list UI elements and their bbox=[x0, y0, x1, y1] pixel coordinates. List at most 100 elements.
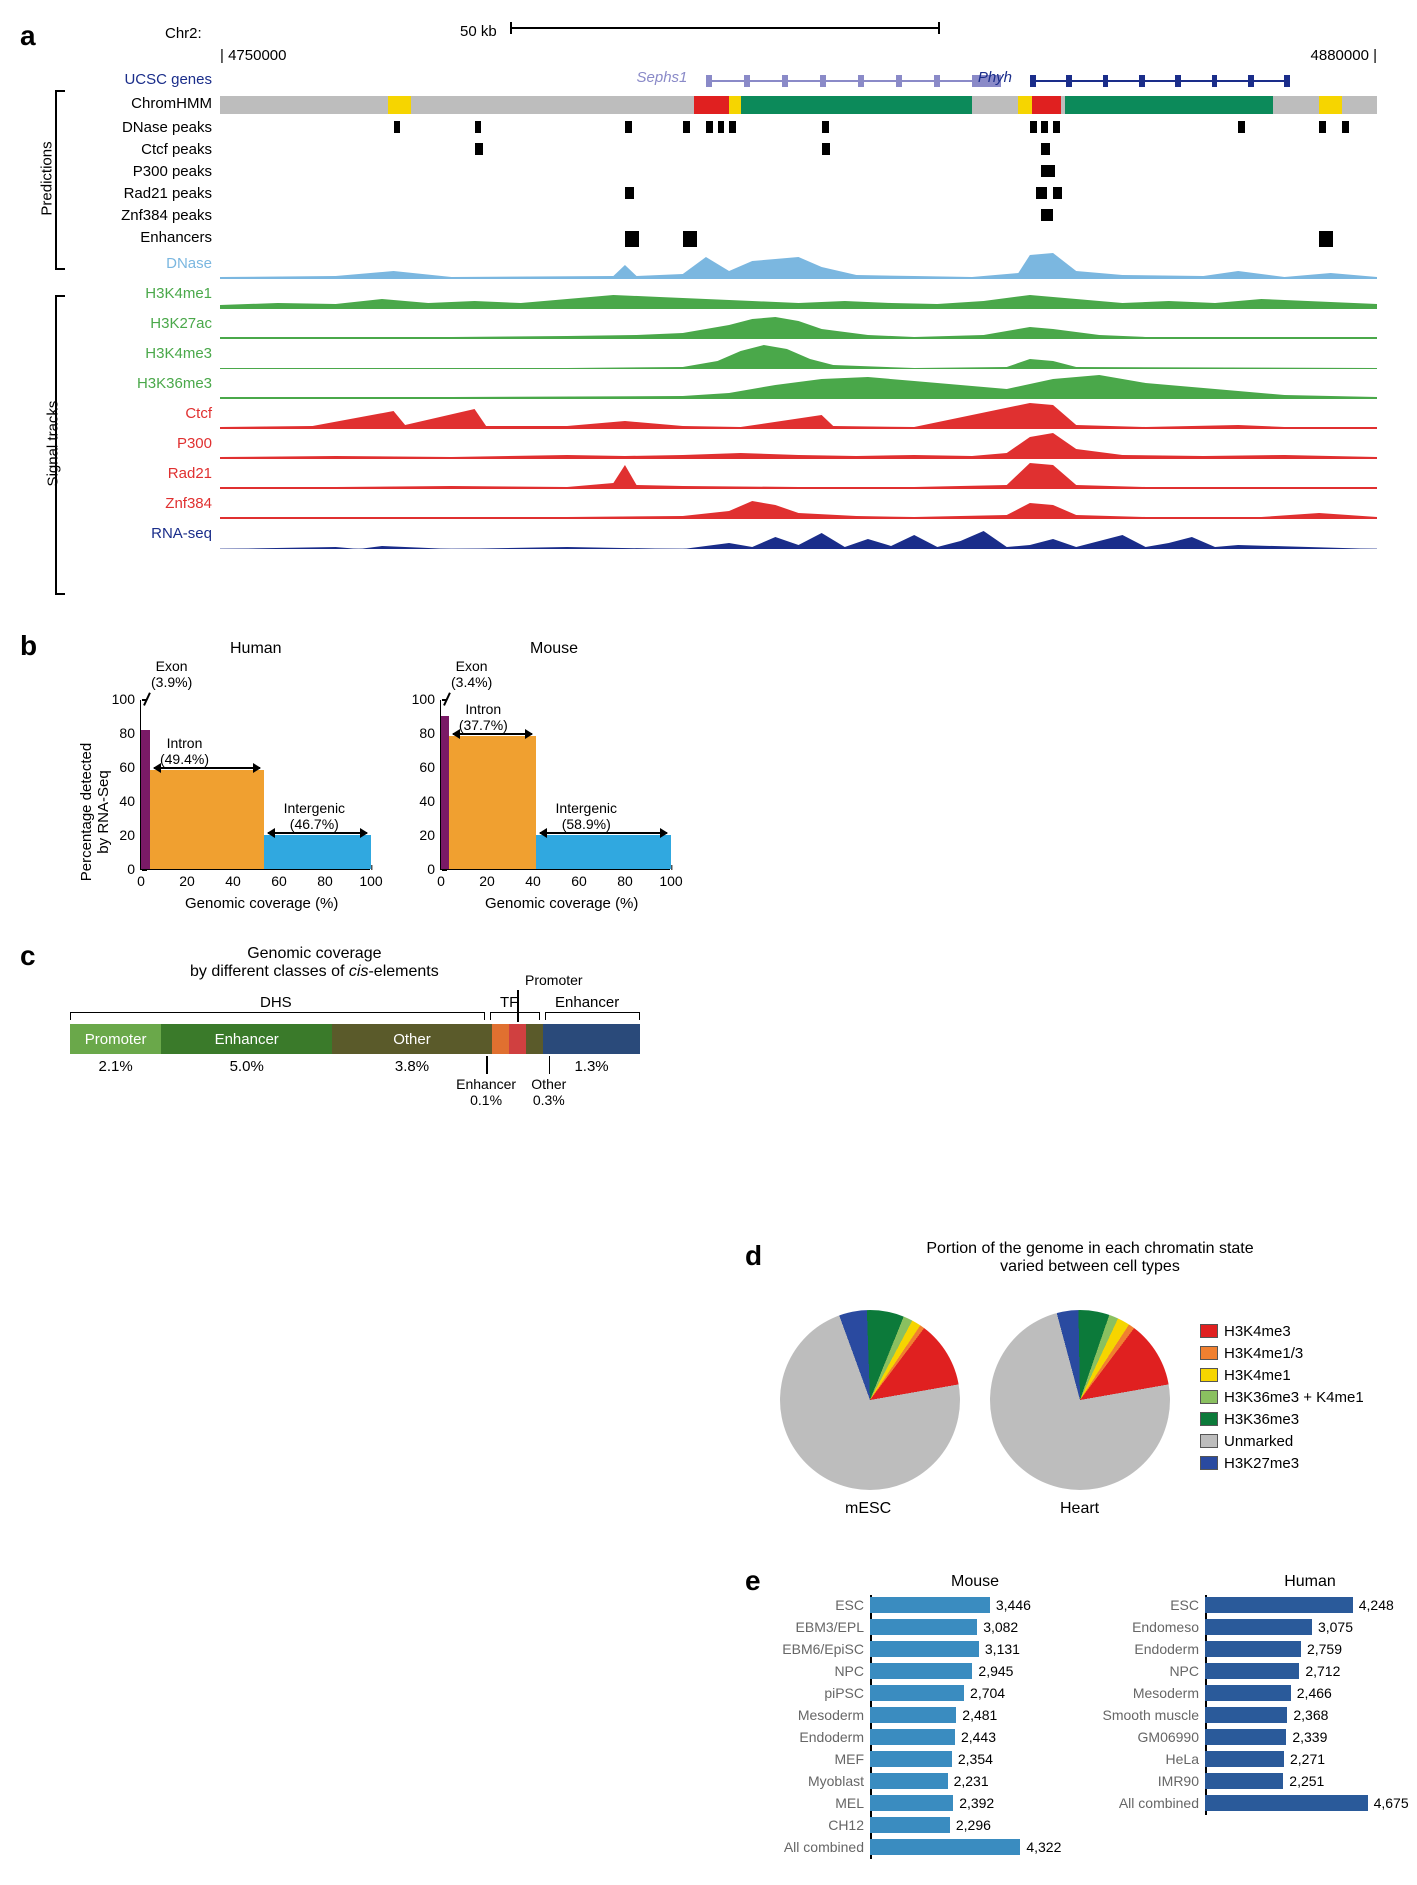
hbar-label: ESC bbox=[835, 1597, 870, 1613]
peak-track bbox=[220, 121, 1377, 137]
pie-heart bbox=[990, 1310, 1170, 1490]
hbar-row: Endoderm2,759 bbox=[1205, 1639, 1415, 1659]
chart-mouse: Mouse 020406080100020406080100Exon(3.4%)… bbox=[440, 700, 670, 870]
hbar-value: 2,231 bbox=[948, 1773, 989, 1789]
legend-item: H3K4me3 bbox=[1200, 1320, 1364, 1342]
panel-c-title: Genomic coverageby different classes of … bbox=[190, 945, 439, 981]
hbar-human-title: Human bbox=[1205, 1573, 1415, 1591]
panel-d-label: d bbox=[745, 1240, 762, 1272]
hbar-row: MEL2,392 bbox=[870, 1793, 1080, 1813]
hbar-row: ESC4,248 bbox=[1205, 1595, 1415, 1615]
seg-enhancer: Enhancer bbox=[161, 1024, 332, 1054]
chromhmm-track bbox=[220, 96, 1377, 114]
signal-label: H3K27ac bbox=[150, 315, 220, 332]
hbar-bar bbox=[870, 1751, 952, 1767]
lower-panels: b Percentage detectedby RNA-Seq Human 02… bbox=[40, 620, 1387, 1130]
seg-tf-promoter bbox=[509, 1024, 526, 1054]
signal-row-rad21: Rad21 bbox=[220, 459, 1377, 489]
hbar-label: EBM3/EPL bbox=[796, 1619, 870, 1635]
hbar-bar bbox=[1205, 1751, 1284, 1767]
label-chromhmm: ChromHMM bbox=[131, 95, 220, 112]
panel-a: a Predictions Signal tracks Chr2: 50 kb … bbox=[40, 20, 1387, 620]
legend-item: H3K4me1 bbox=[1200, 1364, 1364, 1386]
label-peak: Ctcf peaks bbox=[141, 141, 220, 158]
hbar-label: Mesoderm bbox=[798, 1707, 870, 1723]
hbar-label: Endoderm bbox=[799, 1729, 870, 1745]
hbar-row: All combined4,322 bbox=[870, 1837, 1080, 1857]
bar-exon bbox=[141, 730, 150, 869]
panel-d-title: Portion of the genome in each chromatin … bbox=[840, 1240, 1340, 1276]
hbar-row: CH122,296 bbox=[870, 1815, 1080, 1835]
row-dnase-peaks: DNase peaks bbox=[220, 117, 1377, 139]
hbar-value: 2,466 bbox=[1291, 1685, 1332, 1701]
signal-label: Znf384 bbox=[165, 495, 220, 512]
hbar-value: 3,075 bbox=[1312, 1619, 1353, 1635]
gene-label: Phyh bbox=[978, 69, 1012, 86]
panel-e: e Mouse ESC3,446EBM3/EPL3,082EBM6/EpiSC3… bbox=[760, 1565, 1417, 1885]
hbar-bar bbox=[1205, 1641, 1301, 1657]
hbar-mouse-title: Mouse bbox=[870, 1573, 1080, 1591]
hbar-row: ESC3,446 bbox=[870, 1595, 1080, 1615]
hbar-bar bbox=[870, 1641, 979, 1657]
peak-track bbox=[220, 187, 1377, 203]
signal-label: H3K36me3 bbox=[137, 375, 220, 392]
signal-label: H3K4me3 bbox=[145, 345, 220, 362]
stack-bar: PromoterEnhancerOther bbox=[70, 1024, 640, 1054]
signal-row-h3k27ac: H3K27ac bbox=[220, 309, 1377, 339]
coord-row: Chr2: 50 kb bbox=[220, 25, 1377, 47]
signal-row-dnase: DNase bbox=[220, 249, 1377, 279]
signal-label: Rad21 bbox=[168, 465, 220, 482]
hbar-row: NPC2,945 bbox=[870, 1661, 1080, 1681]
hbar-value: 2,443 bbox=[955, 1729, 996, 1745]
hbar-label: Myoblast bbox=[808, 1773, 870, 1789]
hbar-label: ESC bbox=[1170, 1597, 1205, 1613]
label-peak: DNase peaks bbox=[122, 119, 220, 136]
hbar-value: 2,251 bbox=[1283, 1773, 1324, 1789]
signal-row-h3k36me3: H3K36me3 bbox=[220, 369, 1377, 399]
bar-intron bbox=[449, 736, 536, 869]
legend-item: Unmarked bbox=[1200, 1430, 1364, 1452]
prom-label: Promoter bbox=[525, 972, 583, 988]
signal-label: P300 bbox=[177, 435, 220, 452]
hbar-bar bbox=[1205, 1707, 1287, 1723]
hbar-row: All combined4,675 bbox=[1205, 1793, 1415, 1813]
hbar-mouse: Mouse ESC3,446EBM3/EPL3,082EBM6/EpiSC3,1… bbox=[870, 1595, 1080, 1859]
hbar-label: EBM6/EpiSC bbox=[782, 1641, 870, 1657]
hbar-value: 2,271 bbox=[1284, 1751, 1325, 1767]
gene-track: Sephs1Phyh bbox=[220, 71, 1377, 91]
bracket-predictions-label: Predictions bbox=[39, 141, 56, 215]
hbar-label: CH12 bbox=[828, 1817, 870, 1833]
hbar-row: Smooth muscle2,368 bbox=[1205, 1705, 1415, 1725]
row-znf384-peaks: Znf384 peaks bbox=[220, 205, 1377, 227]
coord-end: 4880000 | bbox=[1311, 47, 1377, 64]
signal-label: H3K4me1 bbox=[145, 285, 220, 302]
pie-heart-label: Heart bbox=[1060, 1500, 1099, 1518]
hbar-value: 2,296 bbox=[950, 1817, 991, 1833]
row-ucsc-genes: UCSC genesSephs1Phyh bbox=[220, 69, 1377, 93]
hbar-label: NPC bbox=[1169, 1663, 1205, 1679]
hbar-bar bbox=[870, 1707, 956, 1723]
hbar-value: 2,368 bbox=[1287, 1707, 1328, 1723]
hbar-value: 4,675 bbox=[1368, 1795, 1409, 1811]
hbar-bar bbox=[1205, 1619, 1312, 1635]
hbar-label: MEL bbox=[835, 1795, 870, 1811]
hbar-bar bbox=[1205, 1729, 1286, 1745]
hbar-value: 2,354 bbox=[952, 1751, 993, 1767]
hbar-label: Endoderm bbox=[1134, 1641, 1205, 1657]
signal-row-h3k4me3: H3K4me3 bbox=[220, 339, 1377, 369]
peak-track bbox=[220, 209, 1377, 225]
hbar-bar bbox=[870, 1685, 964, 1701]
bracket-enh bbox=[545, 1012, 640, 1020]
seg-promoter: Promoter bbox=[70, 1024, 161, 1054]
label-peak: Znf384 peaks bbox=[121, 207, 220, 224]
legend-item: H3K27me3 bbox=[1200, 1452, 1364, 1474]
genome-browser: Chr2: 50 kb | 4750000 4880000 | UCSC gen… bbox=[220, 25, 1377, 549]
hbar-row: Myoblast2,231 bbox=[870, 1771, 1080, 1791]
label-peak: Rad21 peaks bbox=[124, 185, 220, 202]
signal-label: RNA-seq bbox=[151, 525, 220, 542]
seg-enh-only bbox=[543, 1024, 640, 1054]
hbar-value: 2,945 bbox=[972, 1663, 1013, 1679]
plot-mouse: 020406080100020406080100Exon(3.4%)Intron… bbox=[440, 700, 670, 870]
plot-human: 020406080100020406080100Exon(3.9%)Intron… bbox=[140, 700, 370, 870]
label-peak: Enhancers bbox=[140, 229, 220, 246]
